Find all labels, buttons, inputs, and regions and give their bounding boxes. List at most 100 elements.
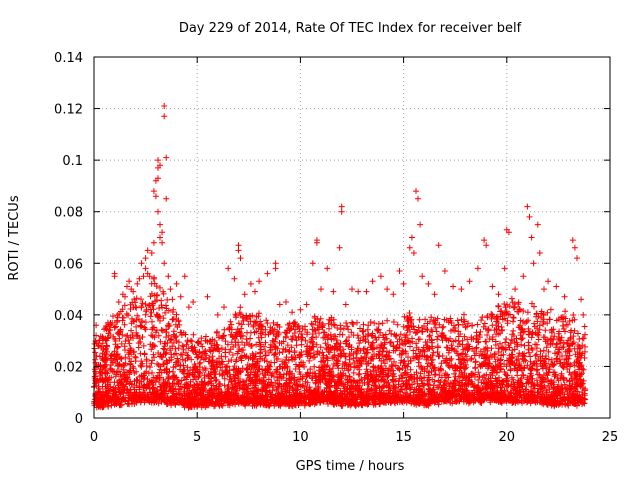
roti-point bbox=[267, 341, 274, 348]
roti-point bbox=[170, 316, 177, 322]
roti-point bbox=[357, 325, 363, 332]
roti-point bbox=[139, 334, 146, 340]
roti-point bbox=[543, 387, 549, 394]
roti-point bbox=[113, 352, 120, 359]
roti-point bbox=[527, 358, 534, 365]
roti-point bbox=[454, 397, 461, 404]
roti-point bbox=[184, 355, 191, 362]
roti-point bbox=[495, 320, 502, 326]
roti-point bbox=[425, 386, 432, 393]
roti-point bbox=[563, 321, 570, 328]
roti-point bbox=[580, 335, 587, 342]
roti-point bbox=[295, 323, 302, 329]
roti-point bbox=[566, 363, 573, 370]
roti-point bbox=[582, 331, 588, 338]
roti-point bbox=[276, 391, 283, 398]
roti-point bbox=[387, 339, 393, 346]
roti-point bbox=[192, 386, 199, 393]
roti-point bbox=[315, 386, 322, 393]
roti-point bbox=[525, 339, 532, 346]
roti-point bbox=[497, 313, 504, 320]
roti-point bbox=[99, 340, 106, 347]
roti-point bbox=[549, 379, 556, 386]
roti-point bbox=[313, 341, 320, 348]
roti-point bbox=[223, 368, 230, 375]
roti-point bbox=[443, 344, 450, 351]
roti-point bbox=[235, 371, 242, 378]
roti-point bbox=[369, 341, 376, 347]
roti-point bbox=[187, 367, 193, 374]
roti-point bbox=[175, 317, 182, 324]
roti-point bbox=[567, 329, 574, 336]
roti-point bbox=[274, 366, 281, 373]
roti-point bbox=[365, 339, 372, 346]
roti-point bbox=[559, 344, 566, 351]
roti-point bbox=[147, 306, 154, 313]
roti-point bbox=[553, 356, 560, 363]
roti-point bbox=[544, 320, 551, 327]
roti-point bbox=[570, 312, 577, 318]
roti-point bbox=[162, 340, 169, 347]
roti-point bbox=[267, 324, 274, 331]
roti-point bbox=[229, 352, 236, 358]
roti-point bbox=[522, 393, 529, 400]
roti-point bbox=[475, 369, 482, 376]
roti-point bbox=[533, 351, 540, 358]
roti-point bbox=[165, 332, 172, 339]
roti-point bbox=[268, 391, 274, 398]
roti-point bbox=[233, 333, 240, 340]
roti-point bbox=[349, 320, 356, 327]
roti-point bbox=[334, 337, 340, 344]
roti-point bbox=[112, 323, 119, 330]
roti-point bbox=[339, 365, 346, 372]
roti-point bbox=[297, 383, 304, 390]
roti-point bbox=[316, 350, 323, 357]
roti-point bbox=[399, 375, 405, 382]
roti-point bbox=[346, 385, 353, 392]
roti-point bbox=[540, 334, 547, 341]
roti-point bbox=[537, 360, 544, 367]
roti-point bbox=[451, 370, 458, 377]
roti-point bbox=[163, 401, 170, 408]
roti-point bbox=[546, 366, 553, 373]
roti-point bbox=[220, 333, 227, 340]
roti-point bbox=[228, 357, 235, 363]
roti-point bbox=[548, 395, 555, 402]
roti-point bbox=[394, 321, 401, 328]
roti-point bbox=[558, 314, 564, 321]
roti-point bbox=[127, 360, 134, 367]
roti-point bbox=[151, 354, 157, 361]
roti-point bbox=[198, 390, 205, 397]
roti-point bbox=[306, 400, 313, 407]
roti-point bbox=[232, 383, 238, 390]
roti-point bbox=[304, 384, 310, 391]
roti-point bbox=[390, 347, 397, 354]
roti-point bbox=[92, 349, 99, 356]
roti-point bbox=[157, 284, 163, 291]
roti-point bbox=[253, 313, 260, 320]
roti-point bbox=[288, 344, 295, 351]
roti-point bbox=[505, 382, 512, 389]
roti-point bbox=[145, 370, 152, 377]
roti-point bbox=[411, 371, 418, 378]
roti-point bbox=[334, 325, 341, 331]
roti-point bbox=[390, 319, 397, 325]
roti-point bbox=[240, 347, 247, 353]
roti-point bbox=[174, 355, 181, 362]
roti-point bbox=[213, 341, 220, 348]
roti-point bbox=[460, 356, 467, 363]
roti-point bbox=[487, 399, 494, 406]
roti-point bbox=[560, 325, 567, 332]
roti-point bbox=[327, 394, 334, 401]
roti-point bbox=[304, 351, 311, 358]
roti-point bbox=[407, 328, 413, 335]
roti-point bbox=[388, 330, 395, 337]
roti-point bbox=[548, 361, 554, 367]
roti-point bbox=[435, 384, 442, 391]
roti-point bbox=[255, 334, 262, 341]
roti-point bbox=[371, 351, 377, 358]
roti-point bbox=[424, 327, 431, 333]
roti-point bbox=[374, 327, 381, 334]
roti-point bbox=[433, 328, 440, 335]
roti-point bbox=[289, 397, 296, 404]
